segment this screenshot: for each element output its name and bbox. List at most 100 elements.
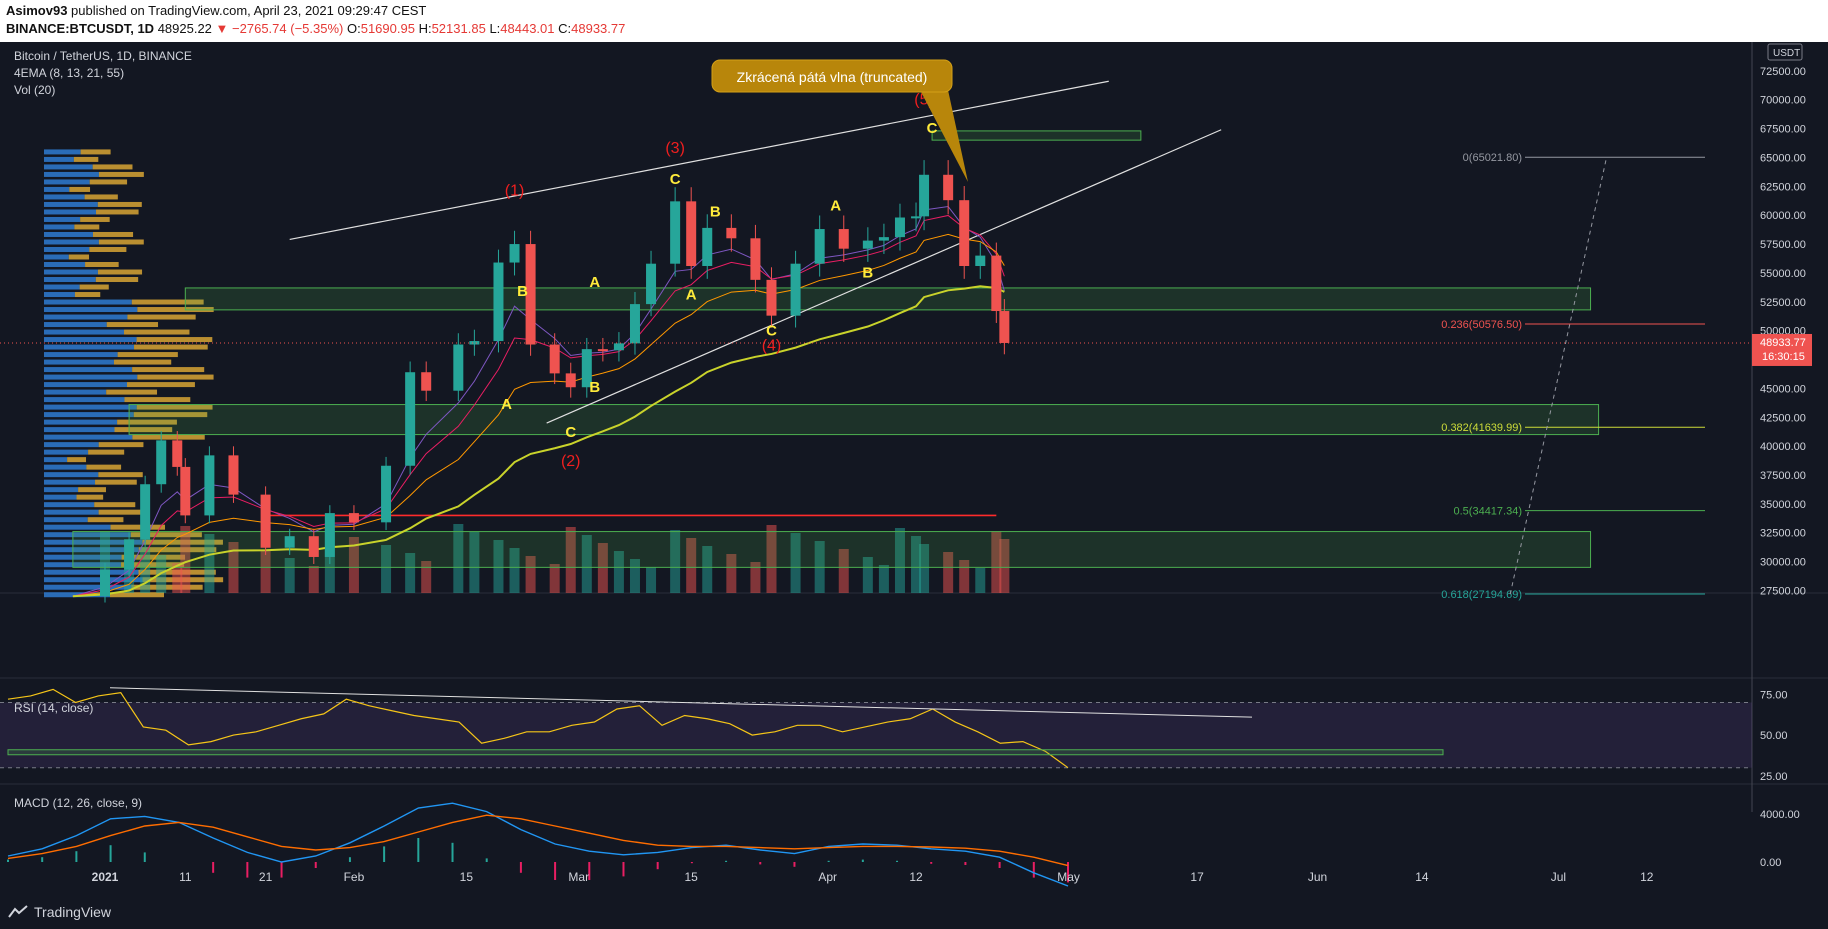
- candle-body: [838, 229, 849, 249]
- volume-profile-bar: [44, 532, 131, 538]
- abc-label: A: [501, 396, 512, 413]
- candle-body: [156, 440, 167, 485]
- y-tick-label: 37500.00: [1760, 470, 1806, 482]
- volume-profile-bar: [131, 584, 203, 590]
- volume-profile-bar: [44, 479, 96, 485]
- tradingview-logo[interactable]: TradingView: [8, 904, 111, 920]
- volume-profile-bar: [86, 464, 122, 470]
- volume-profile-bar: [137, 374, 214, 380]
- last-price-label: 48933.77: [1760, 337, 1806, 349]
- volume-bar: [670, 530, 681, 593]
- x-tick-label: 15: [685, 870, 699, 884]
- abc-label: C: [565, 424, 576, 441]
- candle-body: [453, 344, 464, 391]
- macd-line: [7, 802, 1069, 887]
- volume-profile-bar: [127, 382, 195, 388]
- macd-tick: 4000.00: [1760, 809, 1800, 821]
- author-name[interactable]: Asimov93: [6, 3, 68, 18]
- candle-body: [975, 255, 986, 266]
- volume-profile-bar: [44, 494, 77, 500]
- low-label: L:: [489, 21, 501, 36]
- volume-profile-bar: [80, 149, 111, 155]
- volume-profile-bar: [79, 284, 109, 290]
- callout-box: [711, 59, 953, 93]
- volume-profile-bar: [44, 231, 93, 237]
- candle-body: [894, 217, 905, 238]
- candle-body: [140, 484, 151, 540]
- volume-profile-bar: [44, 374, 138, 380]
- abc-label: B: [862, 265, 873, 282]
- upper-trendline: [289, 80, 1109, 241]
- candle-body: [919, 174, 930, 217]
- chart-canvas[interactable]: 0(65021.80) 0.236(50576.50) 0.382(41639.99…: [0, 42, 1828, 898]
- y-tick-label: 67500.00: [1760, 124, 1806, 136]
- y-tick-label: 35000.00: [1760, 499, 1806, 511]
- volume-profile-bar: [76, 494, 104, 500]
- last-price: 48925.22: [157, 21, 212, 36]
- volume-profile-bar: [44, 171, 99, 177]
- abc-label: A: [589, 274, 600, 291]
- y-tick-label: 55000.00: [1760, 268, 1806, 280]
- low-value: 48443.01: [500, 21, 555, 36]
- high-value: 52131.85: [431, 21, 486, 36]
- volume-profile-bar: [97, 201, 142, 207]
- volume-profile-bar: [44, 246, 90, 252]
- volume-profile-bar: [44, 569, 139, 575]
- candle-body: [549, 344, 560, 374]
- footer: TradingView: [0, 898, 1828, 929]
- volume-profile-bar: [133, 412, 208, 418]
- volume-profile-bar: [98, 509, 144, 515]
- y-tick-label: 72500.00: [1760, 66, 1806, 78]
- candle-body: [991, 255, 1002, 312]
- rsi-tick: 25.00: [1760, 771, 1788, 783]
- close-value: 48933.77: [571, 21, 626, 36]
- volume-bar: [613, 551, 624, 593]
- open-label: O:: [346, 21, 361, 36]
- volume-profile-bar: [44, 449, 89, 455]
- volume-profile-bar: [138, 547, 217, 553]
- volume-profile-bar: [44, 292, 75, 298]
- volume-bar: [959, 560, 970, 593]
- volume-profile-bar: [44, 412, 134, 418]
- abc-label: B: [589, 379, 600, 396]
- volume-profile-bar: [124, 329, 190, 335]
- fibonacci-levels: 0(65021.80) 0.236(50576.50) 0.382(41639.99…: [1441, 152, 1705, 601]
- volume-profile-bar: [44, 397, 125, 403]
- fib-label: 0.382(41639.99): [1441, 422, 1522, 434]
- countdown-label: 16:30:15: [1762, 351, 1805, 363]
- candle-body: [702, 227, 713, 266]
- x-tick-label: Apr: [818, 870, 837, 884]
- volume-profile-bar: [44, 307, 138, 313]
- volume-profile-bar: [117, 352, 178, 358]
- volume-profile-bar: [88, 449, 125, 455]
- volume-profile-bar: [44, 254, 69, 260]
- symbol: BINANCE:BTCUSDT, 1D: [6, 21, 155, 36]
- volume-profile-bar: [44, 352, 118, 358]
- volume-profile-bar: [98, 239, 144, 245]
- x-tick-label: 14: [1415, 870, 1429, 884]
- y-tick-label: 40000.00: [1760, 441, 1806, 453]
- candle-body: [100, 569, 110, 597]
- volume-profile-bar: [44, 269, 98, 275]
- volume-profile-bar: [106, 389, 158, 395]
- volume-bar: [943, 552, 954, 593]
- volume-profile-bar: [44, 344, 135, 350]
- y-tick-label: 65000.00: [1760, 152, 1806, 164]
- volume-profile-bar: [84, 194, 118, 200]
- volume-profile-bar: [110, 592, 164, 598]
- candle-body: [381, 465, 392, 523]
- volume-bar: [260, 550, 271, 593]
- volume-profile-bar: [130, 532, 202, 538]
- volume-profile-bar: [44, 216, 81, 222]
- volume-profile-bar: [87, 517, 124, 523]
- volume-profile-bar: [44, 427, 115, 433]
- volume-profile-bar: [44, 524, 111, 530]
- volume-profile-bar: [44, 547, 139, 553]
- candle-body: [172, 440, 183, 467]
- volume-bar: [493, 540, 504, 593]
- price-zone: [128, 404, 1600, 436]
- candle-body: [726, 227, 737, 239]
- rsi-pane: 75.00 50.00 25.00: [0, 687, 1788, 783]
- volume-bar: [862, 557, 873, 593]
